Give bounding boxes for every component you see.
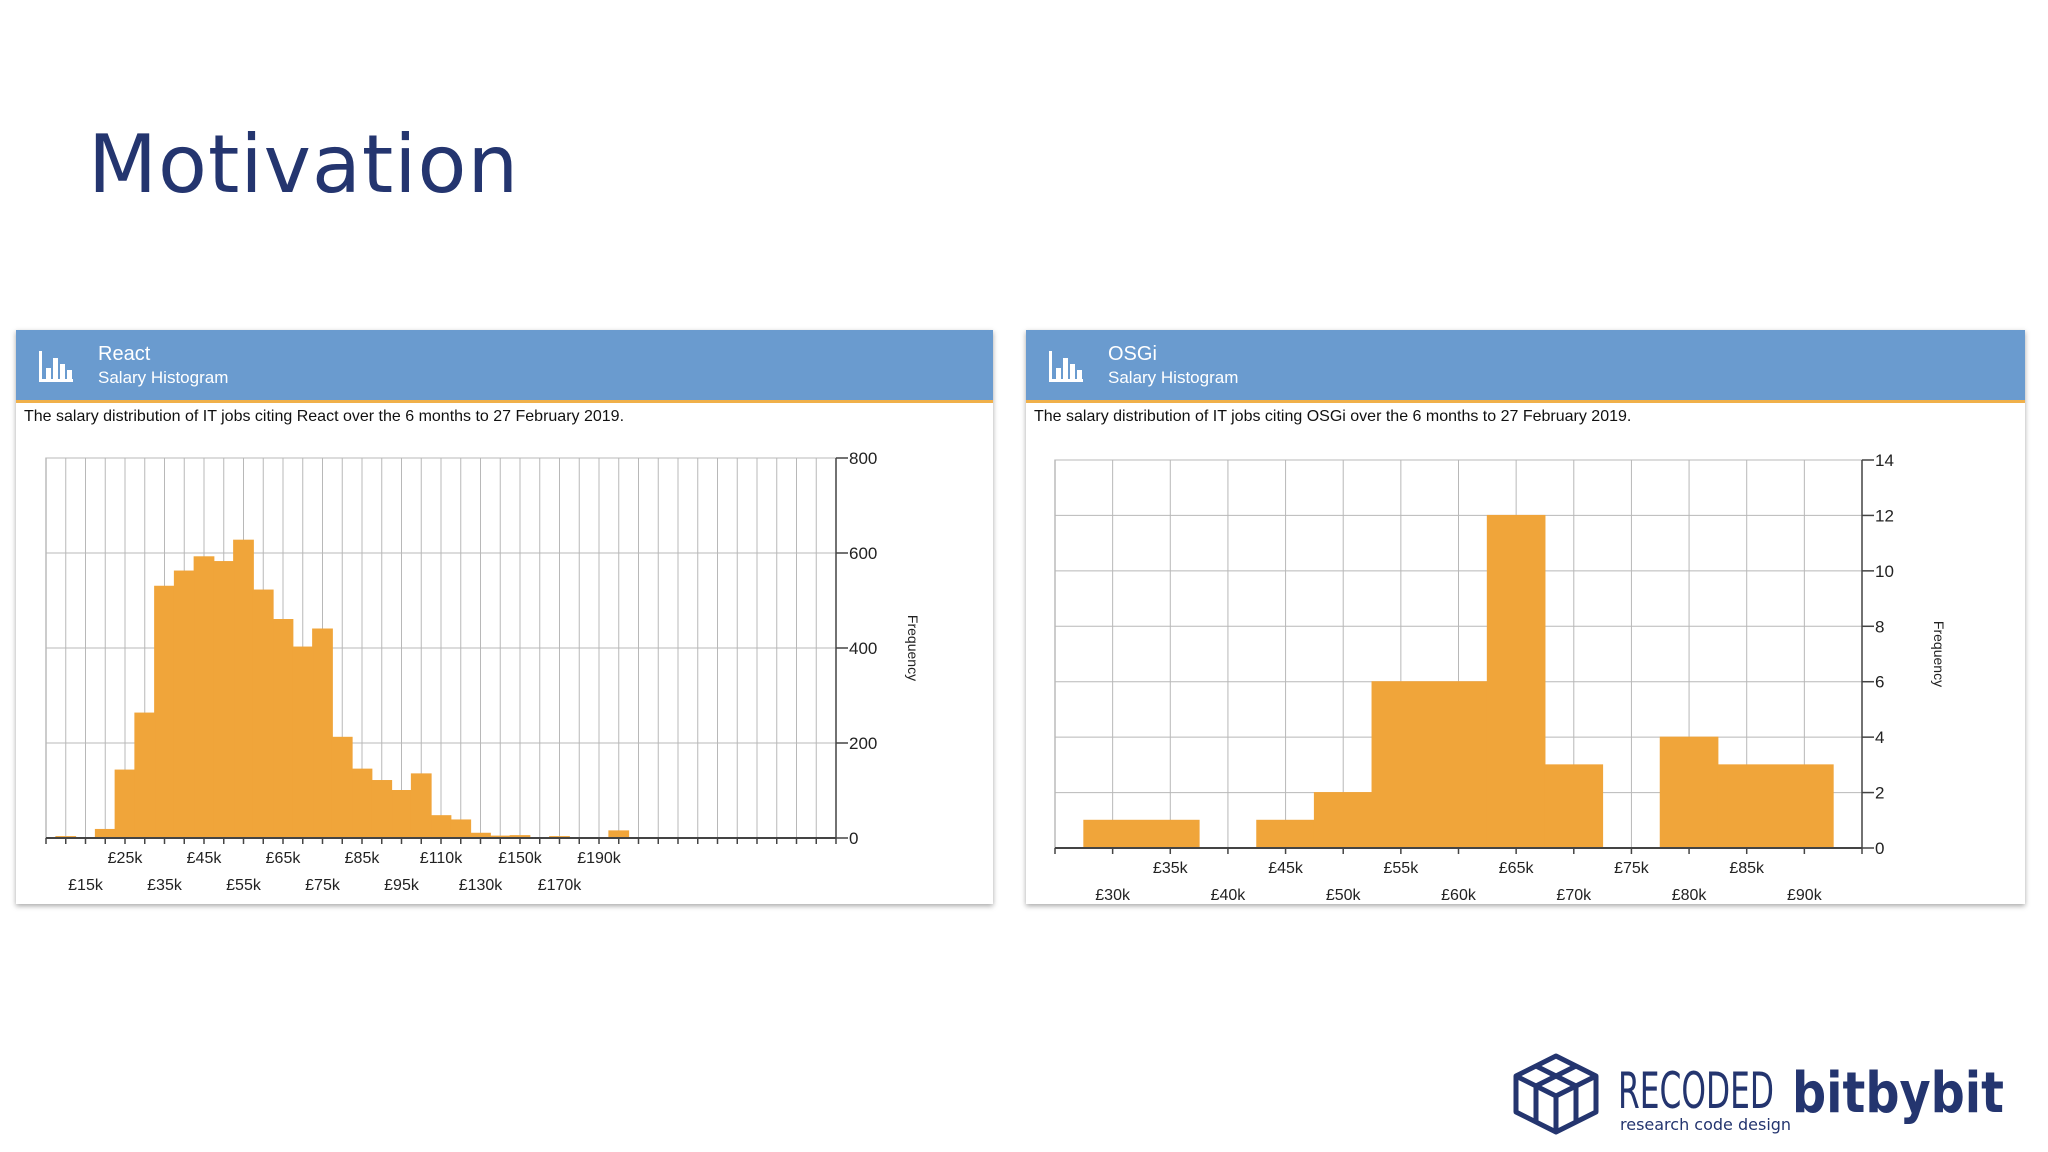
bitbybit-logo: bitbybit <box>1792 1061 2004 1126</box>
panel-description: The salary distribution of IT jobs citin… <box>1034 408 1632 425</box>
bar-chart-icon <box>1049 351 1083 382</box>
histogram-bar <box>312 628 333 839</box>
histogram-bar <box>233 539 254 839</box>
x-tick-label: £75k <box>1614 860 1650 877</box>
x-tick-label: £60k <box>1441 887 1477 900</box>
panel-description: The salary distribution of IT jobs citin… <box>24 408 625 425</box>
x-tick-label: £130k <box>459 877 504 894</box>
x-tick-label: £50k <box>1326 887 1362 900</box>
histogram-bar <box>410 773 432 839</box>
x-tick-label: £55k <box>1384 860 1420 877</box>
histogram-bar <box>371 780 393 839</box>
histogram-bar <box>154 585 175 839</box>
histogram-bar <box>351 768 373 839</box>
y-tick-label: 8 <box>1875 617 1884 636</box>
histogram-bar <box>1659 736 1719 849</box>
y-tick-label: 12 <box>1875 506 1894 525</box>
x-tick-label: £15k <box>68 877 104 894</box>
histogram-bar <box>193 556 215 839</box>
x-tick-label: £90k <box>1787 887 1823 900</box>
recoded-logo-icon <box>1513 1053 1599 1135</box>
histogram-bar <box>608 830 630 839</box>
y-tick-label: 14 <box>1875 451 1894 470</box>
y-tick-label: 10 <box>1875 562 1894 581</box>
react-salary-histogram: 0 200 400 600 800 £25k £45k £65k £85k £110k £150k £… <box>45 449 921 894</box>
histogram-bar <box>1486 514 1546 849</box>
histogram-bar <box>114 769 136 839</box>
y-tick-label: 800 <box>849 449 877 468</box>
x-tick-label: £170k <box>538 877 583 894</box>
x-tick-label: £75k <box>305 877 341 894</box>
histogram-bar <box>1313 792 1373 849</box>
y-tick-label: 200 <box>849 734 877 753</box>
histogram-bar <box>450 819 472 839</box>
y-tick-label: 6 <box>1875 673 1884 692</box>
histogram-bar <box>1083 819 1200 849</box>
histogram-bar <box>1371 681 1488 849</box>
panel-title: OSGi <box>1108 343 1157 365</box>
y-tick-label: 600 <box>849 544 877 563</box>
histogram-bar <box>173 570 195 839</box>
x-tick-label: £40k <box>1211 887 1247 900</box>
slide-title: Motivation <box>88 118 520 211</box>
y-axis-label: Frequency <box>905 615 921 681</box>
x-tick-label: £45k <box>187 850 223 867</box>
y-tick-label: 0 <box>849 829 858 848</box>
histogram-bar <box>94 828 116 839</box>
histogram-bar <box>391 790 412 839</box>
x-tick-label: £70k <box>1556 887 1592 900</box>
x-tick-label: £95k <box>384 877 420 894</box>
y-tick-label: 400 <box>849 639 877 658</box>
x-tick-label: £30k <box>1095 887 1131 900</box>
x-tick-label: £35k <box>1153 860 1189 877</box>
x-tick-label: £150k <box>498 850 543 867</box>
histogram-bar <box>1717 764 1834 849</box>
histogram-bar <box>272 619 294 839</box>
bar-chart-icon <box>39 351 73 382</box>
y-tick-label: 2 <box>1875 784 1884 803</box>
x-tick-label: £85k <box>345 850 381 867</box>
panel-subtitle: Salary Histogram <box>1108 368 1239 387</box>
recoded-tagline: research code design <box>1620 1115 1791 1134</box>
x-tick-label: £45k <box>1268 860 1304 877</box>
panel-header: OSGi Salary Histogram <box>1026 330 2025 403</box>
x-tick-label: £85k <box>1729 860 1765 877</box>
x-tick-label: £110k <box>420 850 463 867</box>
histogram-bar <box>331 736 353 839</box>
histogram-bar <box>1544 764 1604 849</box>
osgi-histogram-panel: OSGi Salary Histogram The salary distrib… <box>1026 330 2025 904</box>
histogram-bar <box>430 815 452 839</box>
react-histogram-panel: React Salary Histogram The salary distri… <box>16 330 993 904</box>
y-axis-label: Frequency <box>1931 621 1947 687</box>
histogram-bar <box>1256 819 1315 849</box>
y-tick-label: 4 <box>1875 728 1884 747</box>
x-tick-label: £80k <box>1672 887 1708 900</box>
x-tick-label: £65k <box>266 850 302 867</box>
histogram-bar <box>213 561 235 839</box>
panel-header: React Salary Histogram <box>16 330 993 403</box>
histogram-bar <box>252 589 274 839</box>
y-tick-label: 0 <box>1875 839 1884 858</box>
x-tick-label: £25k <box>108 850 144 867</box>
x-tick-label: £190k <box>577 850 622 867</box>
histogram-bar <box>292 646 314 839</box>
histogram-bar <box>134 712 156 839</box>
recoded-logo-text: RECODED <box>1618 1062 1774 1120</box>
logos: RECODED research code design bitbybit <box>1513 1053 2004 1135</box>
panel-title: React <box>98 343 151 365</box>
x-tick-label: £55k <box>226 877 262 894</box>
osgi-salary-histogram: 0 2 4 6 8 10 12 14 £35k £45k £55k £65k £75k £85k £30k £… <box>1054 451 1947 900</box>
panel-subtitle: Salary Histogram <box>98 368 229 387</box>
x-tick-label: £35k <box>147 877 183 894</box>
x-tick-label: £65k <box>1499 860 1535 877</box>
